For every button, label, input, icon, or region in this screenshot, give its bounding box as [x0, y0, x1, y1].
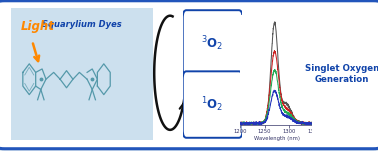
Text: $^3$O$_2$: $^3$O$_2$	[201, 34, 224, 53]
Text: $^1$O$_2$: $^1$O$_2$	[201, 95, 224, 114]
FancyBboxPatch shape	[183, 10, 243, 77]
Text: Light: Light	[21, 20, 55, 33]
Text: Squarylium Dyes: Squarylium Dyes	[42, 19, 122, 29]
FancyBboxPatch shape	[308, 5, 376, 143]
FancyBboxPatch shape	[183, 71, 243, 138]
X-axis label: Wavelength (nm): Wavelength (nm)	[254, 136, 300, 141]
FancyBboxPatch shape	[6, 2, 159, 146]
Text: Singlet Oxygen
Generation: Singlet Oxygen Generation	[305, 64, 378, 84]
